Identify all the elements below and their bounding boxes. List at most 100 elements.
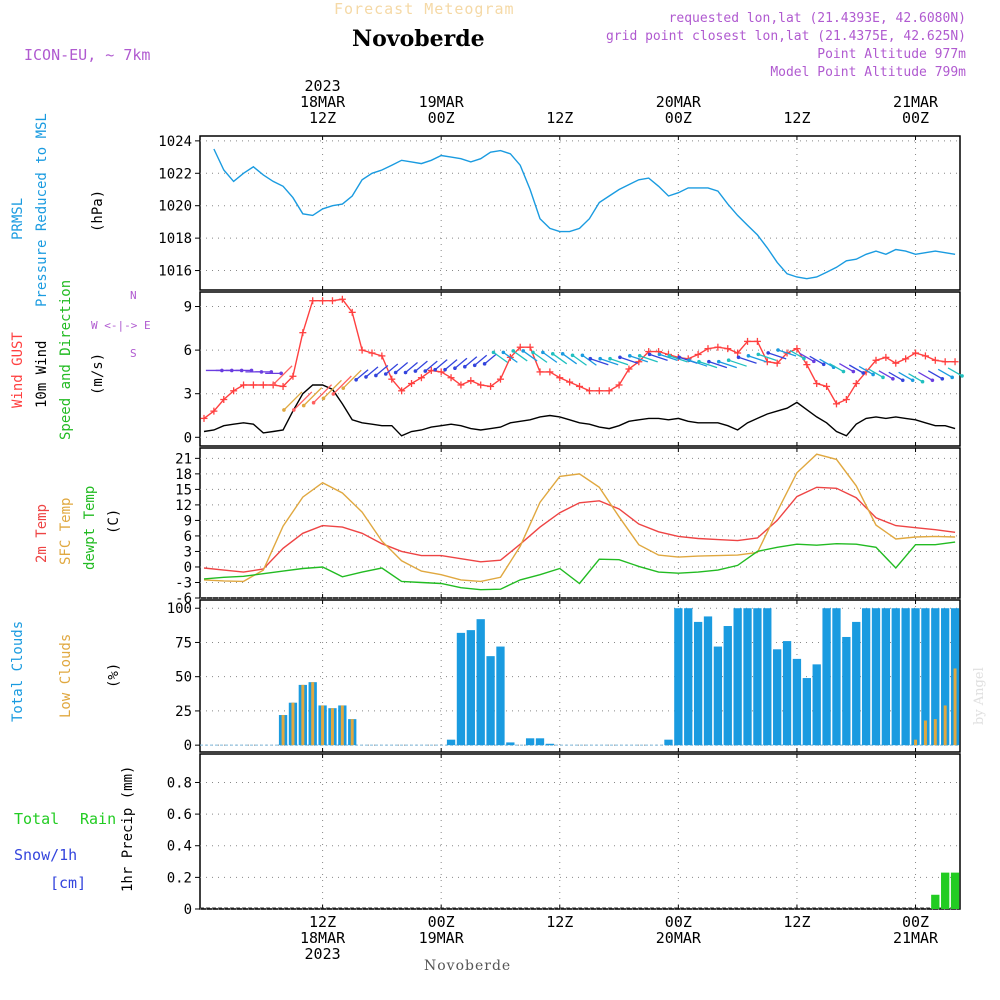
wind-direction-arrowhead xyxy=(930,378,935,383)
precip-total-label: Total xyxy=(14,810,60,828)
wind-direction-arrow xyxy=(512,350,528,362)
wind-direction-arrow xyxy=(748,355,767,363)
total-clouds-bar xyxy=(545,743,555,746)
pressure-line xyxy=(213,148,956,280)
time-tick-line: 00Z xyxy=(901,109,930,127)
bottom-time-tick: 12Z 18MAR 2023 xyxy=(283,914,363,962)
wind-direction-arrow xyxy=(395,362,409,374)
wind-direction-arrowhead xyxy=(511,349,516,353)
wind-direction-arrowhead xyxy=(423,369,428,373)
low-clouds-bar xyxy=(301,684,305,746)
precip-snow-unit: [cm] xyxy=(50,874,87,892)
wind-direction-arrowhead xyxy=(812,359,816,364)
wind-direction-arrowhead xyxy=(776,348,780,352)
temperature-ytick-label: 15 xyxy=(175,482,192,498)
wind-direction-arrow xyxy=(293,391,313,411)
total-clouds-bar xyxy=(901,608,910,746)
wind-direction-arrow xyxy=(365,366,379,378)
wind-direction-arrow xyxy=(767,352,787,360)
wind-direction-arrow xyxy=(502,351,518,363)
low-clouds-bar xyxy=(340,705,344,746)
wind-direction-arrow xyxy=(532,351,548,363)
wind-direction-arrowhead xyxy=(472,363,477,368)
wind-direction-arrow xyxy=(385,363,399,375)
wind-direction-arrowhead xyxy=(580,353,585,358)
temp-2m-line xyxy=(203,486,956,573)
wind-direction-arrow xyxy=(937,368,953,378)
wind-direction-arrowhead xyxy=(707,359,711,364)
precip-frame xyxy=(199,753,961,910)
wind-direction-arrowhead xyxy=(657,352,662,357)
wind-direction-arrowhead xyxy=(960,374,964,378)
wind-direction-arrow xyxy=(590,358,609,366)
temperature-ytick-label: 0 xyxy=(184,560,192,576)
wind-direction-arrowhead xyxy=(697,359,701,364)
total-clouds-bar xyxy=(525,738,535,746)
time-tick-line: 00Z xyxy=(664,913,692,931)
wind-direction-arrow xyxy=(552,353,568,365)
time-tick-line: 12Z xyxy=(783,913,811,931)
wind-direction-arrowhead xyxy=(354,378,358,382)
total-clouds-bar xyxy=(941,608,950,746)
wind-direction-arrow xyxy=(273,365,293,385)
total-clouds-bar xyxy=(743,608,752,746)
wind-direction-arrow xyxy=(839,362,854,373)
low-clouds-bar xyxy=(350,719,354,746)
wind-direction-arrowhead xyxy=(821,362,826,367)
wind-direction-arrowhead xyxy=(608,356,612,361)
pressure-ytick-label: 1018 xyxy=(158,231,192,247)
wind-ytick-label: 9 xyxy=(184,300,192,316)
wind-direction-arrowhead xyxy=(301,403,306,408)
bottom-time-tick: 00Z 20MAR xyxy=(638,914,718,962)
wind-direction-arrowhead xyxy=(279,371,283,376)
wind-direction-arrow xyxy=(947,367,963,377)
low-clouds-bar xyxy=(933,719,937,746)
time-tick-line: 00Z xyxy=(427,913,455,931)
wind-direction-arrow xyxy=(313,384,333,404)
wind-direction-arrowhead xyxy=(501,350,506,355)
wind-direction-arrowhead xyxy=(321,396,326,401)
wind-direction-arrow xyxy=(609,358,629,366)
wind-direction-arrowhead xyxy=(364,375,368,379)
precip-ytick-label: 0 xyxy=(184,902,192,918)
temperature-ytick-label: 3 xyxy=(184,544,192,560)
wind-direction-arrow xyxy=(464,356,478,368)
time-tick-line: 12Z xyxy=(309,913,337,931)
time-tick-line: 20MAR xyxy=(655,929,701,947)
wind-direction-arrowhead xyxy=(900,378,905,383)
wind-direction-arrowhead xyxy=(311,400,316,405)
time-tick-line: 18MAR xyxy=(300,93,346,111)
meteogram-title: Forecast Meteogram xyxy=(334,0,515,18)
total-clouds-bar xyxy=(832,608,841,746)
temperature-ytick-label: 6 xyxy=(184,529,192,545)
time-tick-line: 20MAR xyxy=(655,93,701,111)
wind-direction-arrow xyxy=(562,353,578,365)
wind-direction-arrowhead xyxy=(766,351,770,355)
time-tick-line: 18MAR xyxy=(300,929,346,947)
wind-direction-arrow xyxy=(848,364,864,374)
compass-n: N xyxy=(130,289,137,302)
wind-direction-arrow xyxy=(758,353,777,361)
temperature-frame xyxy=(199,447,961,599)
wind-direction-arrow xyxy=(728,359,747,367)
total-clouds-bar xyxy=(852,621,861,746)
wind-direction-arrowhead xyxy=(413,369,418,373)
precip-rain-label: Rain xyxy=(80,810,117,828)
total-clouds-bar xyxy=(822,608,831,746)
wind-direction-arrowhead xyxy=(550,352,555,356)
wind-direction-arrow xyxy=(522,350,538,362)
requested-coords: requested lon,lat (21.4393E, 42.6080N) xyxy=(668,11,966,26)
wind-direction-arrow xyxy=(484,353,498,365)
low-clouds-bar xyxy=(914,739,918,746)
total-clouds-bar xyxy=(476,619,485,746)
top-time-tick: 20MAR 00Z xyxy=(638,78,718,126)
wind-direction-arrowhead xyxy=(482,362,487,366)
wind-direction-arrow xyxy=(718,361,737,369)
wind-direction-arrow xyxy=(572,354,587,366)
total-clouds-bar xyxy=(842,636,851,746)
wind-direction-arrowhead xyxy=(756,352,761,357)
total-clouds-bar xyxy=(723,626,732,746)
rain-bar xyxy=(941,872,950,909)
pressure-frame xyxy=(199,135,961,291)
total-clouds-bar xyxy=(763,608,772,746)
